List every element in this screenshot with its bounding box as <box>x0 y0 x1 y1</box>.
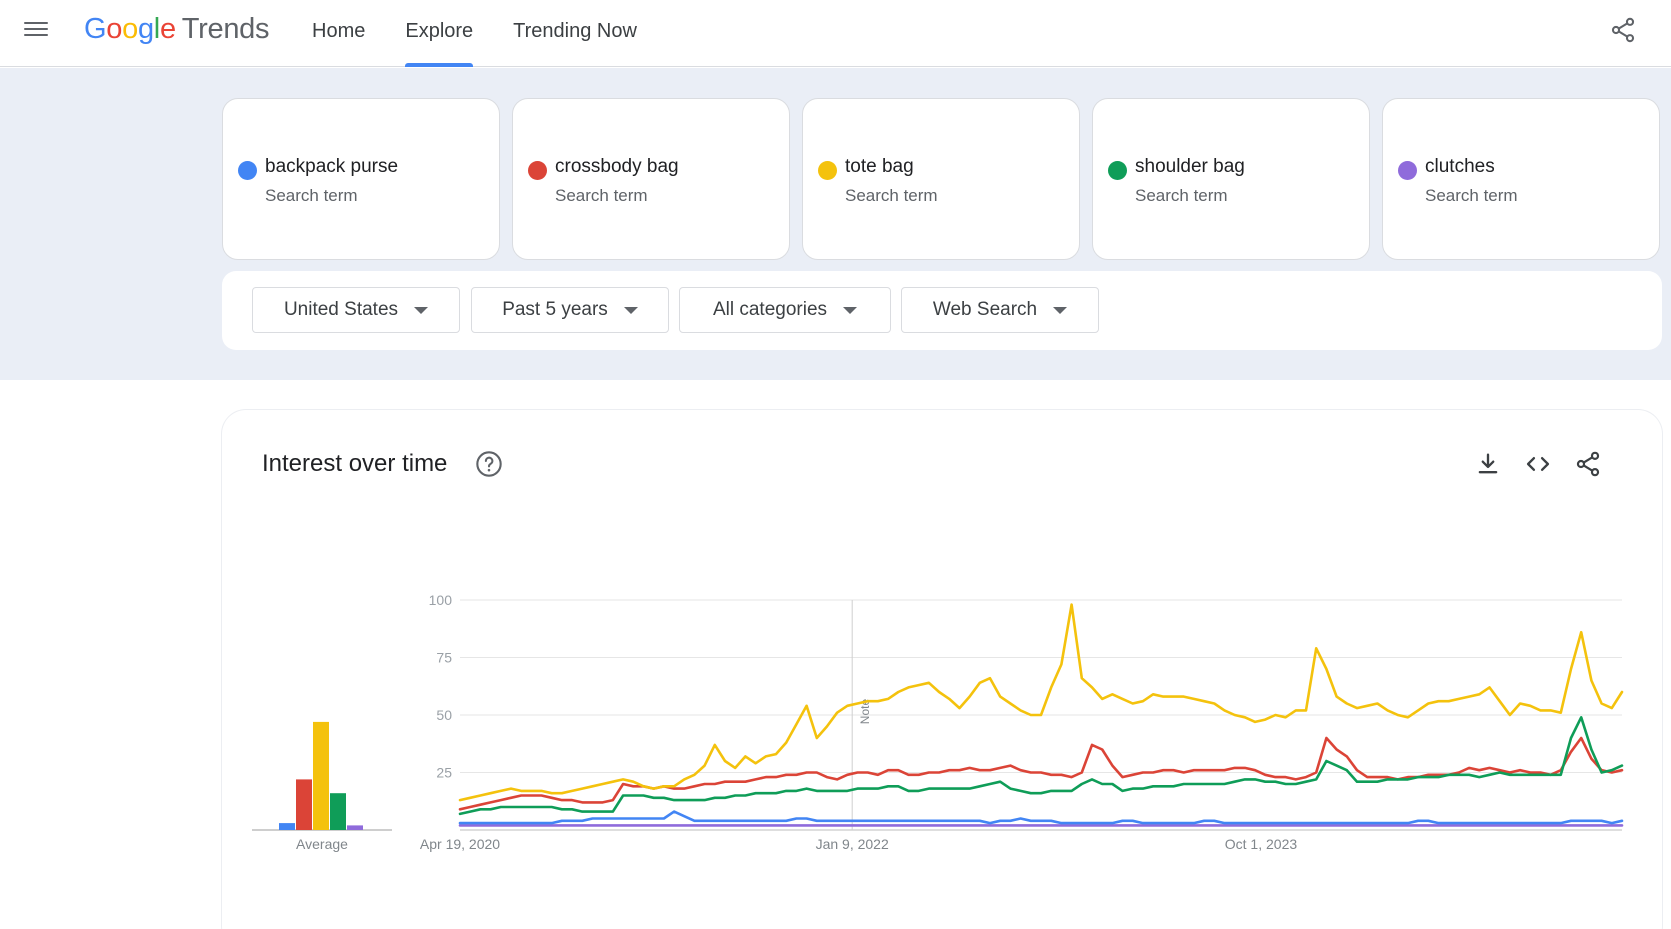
term-color-dot <box>1108 161 1127 180</box>
note-label: Note <box>858 699 872 725</box>
term-color-dot <box>1398 161 1417 180</box>
help-icon[interactable] <box>475 450 503 478</box>
interest-over-time-card: Interest over time <box>222 410 1662 929</box>
term-name: clutches <box>1425 156 1495 177</box>
term-card-backpack-purse[interactable]: backpack purse Search term <box>222 98 500 260</box>
term-type: Search term <box>845 186 938 205</box>
series-line-shoulder-bag <box>458 715 1624 816</box>
term-color-dot <box>528 161 547 180</box>
search-terms: backpack purse Search term crossbody bag… <box>222 98 1660 260</box>
x-tick-label: Jan 9, 2022 <box>816 836 889 852</box>
series-line-backpack-purse <box>458 810 1624 825</box>
average-bar-shoulder-bag <box>330 793 346 830</box>
top-app-bar: Google Trends Home Explore Trending Now <box>0 0 1671 67</box>
chevron-down-icon <box>1053 306 1068 314</box>
average-bar-clutches <box>347 825 363 830</box>
average-bar-tote-bag <box>313 721 329 830</box>
time-range-dropdown[interactable]: Past 5 years <box>471 287 669 333</box>
search-property-label: Web Search <box>932 299 1038 320</box>
y-tick-label: 25 <box>436 765 452 781</box>
share-icon[interactable] <box>1574 450 1602 478</box>
term-type: Search term <box>555 186 648 205</box>
term-color-dot <box>818 161 837 180</box>
chevron-down-icon <box>414 306 429 314</box>
chevron-down-icon <box>623 306 638 314</box>
share-icon[interactable] <box>1609 16 1637 44</box>
logo-google-text: Google <box>84 13 176 45</box>
average-bar-backpack-purse <box>279 823 295 830</box>
term-type: Search term <box>1135 186 1228 205</box>
download-icon[interactable] <box>1474 450 1502 478</box>
menu-icon[interactable] <box>22 18 50 40</box>
x-tick-label: Oct 1, 2023 <box>1225 836 1298 852</box>
time-range-label: Past 5 years <box>502 299 608 320</box>
embed-icon[interactable] <box>1524 450 1552 478</box>
search-property-dropdown[interactable]: Web Search <box>901 287 1099 333</box>
main-nav: Home Explore Trending Now <box>312 0 677 67</box>
category-label: All categories <box>712 299 828 320</box>
logo-trends-text: Trends <box>181 13 270 45</box>
region-dropdown[interactable]: United States <box>252 287 460 333</box>
region-label: United States <box>283 299 399 320</box>
series-line-crossbody-bag <box>458 736 1624 811</box>
average-bar-crossbody-bag <box>296 779 312 830</box>
google-trends-logo[interactable]: Google Trends <box>84 12 269 46</box>
section-title: Interest over time <box>262 450 448 477</box>
nav-explore[interactable]: Explore <box>405 0 473 67</box>
y-tick-label: 75 <box>436 650 452 666</box>
term-type: Search term <box>1425 186 1518 205</box>
category-dropdown[interactable]: All categories <box>679 287 891 333</box>
term-card-shoulder-bag[interactable]: shoulder bag Search term <box>1092 98 1370 260</box>
term-name: crossbody bag <box>555 156 679 177</box>
chevron-down-icon <box>843 306 858 314</box>
y-tick-label: 100 <box>429 592 453 608</box>
term-name: tote bag <box>845 156 914 177</box>
card-actions <box>1452 450 1602 478</box>
nav-home[interactable]: Home <box>312 20 366 42</box>
x-tick-label: Apr 19, 2020 <box>420 836 500 852</box>
series-line-tote-bag <box>458 603 1624 802</box>
average-label: Average <box>296 836 348 852</box>
term-name: shoulder bag <box>1135 156 1245 177</box>
term-card-clutches[interactable]: clutches Search term <box>1382 98 1660 260</box>
term-name: backpack purse <box>265 156 399 177</box>
term-type: Search term <box>265 186 358 205</box>
term-card-crossbody-bag[interactable]: crossbody bag Search term <box>512 98 790 260</box>
filter-bar: United States Past 5 years All categorie… <box>222 271 1662 350</box>
term-card-tote-bag[interactable]: tote bag Search term <box>802 98 1080 260</box>
nav-trending-now[interactable]: Trending Now <box>513 20 637 42</box>
term-color-dot <box>238 161 257 180</box>
y-tick-label: 50 <box>436 707 452 723</box>
